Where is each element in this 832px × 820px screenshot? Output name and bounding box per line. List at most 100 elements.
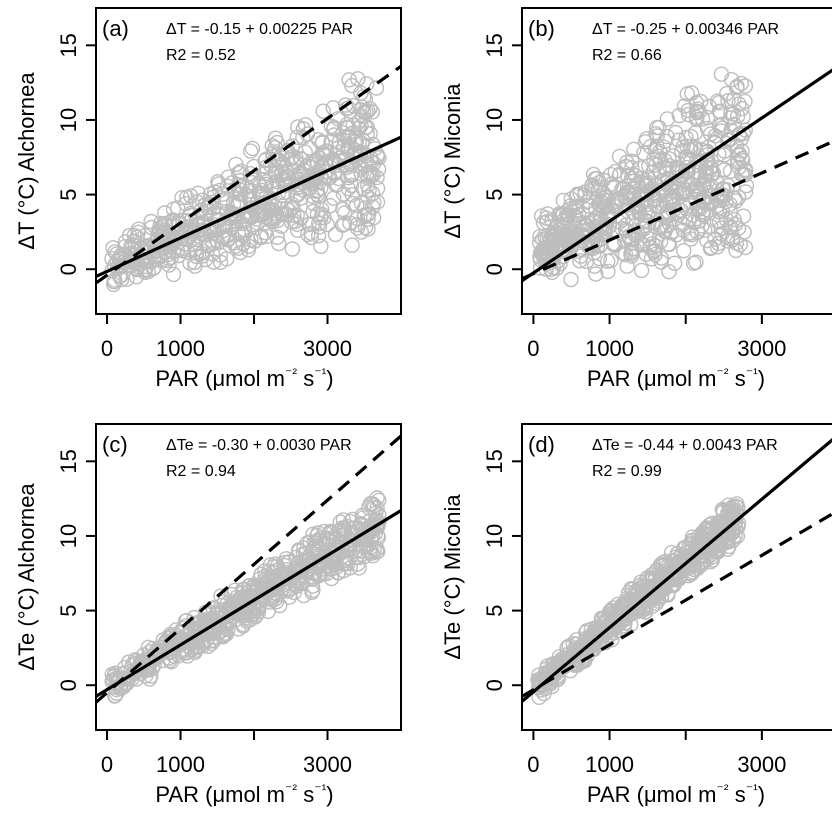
scatter-point <box>702 159 718 176</box>
scatter-point <box>558 653 574 669</box>
scatter-point <box>714 203 731 219</box>
scatter-point <box>315 103 331 119</box>
scatter-point <box>713 66 730 82</box>
scatter-point <box>330 110 346 127</box>
fit-line-solid <box>97 135 400 278</box>
scatter-point <box>244 606 261 622</box>
scatter-point <box>727 216 744 233</box>
scatter-point <box>637 204 653 221</box>
scatter-point <box>606 612 622 628</box>
y-tick-label: 10 <box>56 108 81 132</box>
scatter-point <box>263 210 279 227</box>
plot-area <box>523 438 832 705</box>
scatter-point <box>224 216 241 232</box>
scatter-point <box>175 212 191 229</box>
y-tick-label: 15 <box>56 449 81 473</box>
scatter-point <box>596 200 612 217</box>
x-tick-label: 1000 <box>156 336 205 361</box>
scatter-point <box>639 186 655 202</box>
scatter-point <box>593 610 610 626</box>
scatter-point <box>218 251 235 267</box>
scatter-point <box>653 579 670 596</box>
scatter-point <box>708 533 724 549</box>
scatter-point <box>731 127 748 143</box>
scatter-point <box>258 176 274 193</box>
scatter-point <box>733 75 749 92</box>
scatter-point <box>730 108 746 124</box>
scatter-point <box>322 197 338 214</box>
r2-label: R2 = 0.99 <box>592 463 662 480</box>
scatter-point <box>726 91 742 108</box>
scatter-point <box>197 251 214 268</box>
r2-label: R2 = 0.52 <box>166 47 236 64</box>
scatter-point <box>304 578 321 594</box>
scatter-point <box>531 689 547 705</box>
scatter-point <box>585 166 602 183</box>
scatter-point <box>241 594 258 611</box>
scatter-point <box>104 251 120 267</box>
scatter-point <box>214 186 231 202</box>
scatter-point <box>214 627 231 644</box>
x-tick-label: 3000 <box>303 752 352 777</box>
scatter-point <box>357 219 374 236</box>
scatter-point <box>573 232 589 249</box>
y-tick-label: 0 <box>56 263 81 275</box>
scatter-point <box>353 224 369 240</box>
y-tick-label: 10 <box>482 524 507 548</box>
scatter-point <box>616 605 632 621</box>
scatter-point <box>145 260 162 277</box>
scatter-point <box>607 163 623 180</box>
scatter-point <box>362 543 378 559</box>
scatter-point <box>703 195 719 212</box>
x-tick-label: 0 <box>527 336 539 361</box>
scatter-point <box>709 239 726 255</box>
scatter-point <box>665 148 682 164</box>
scatter-point <box>631 205 647 222</box>
scatter-point <box>720 93 736 109</box>
scatter-point <box>724 71 740 88</box>
scatter-point <box>737 239 754 256</box>
plot-frame <box>521 7 832 315</box>
y-tick-label: 5 <box>56 604 81 616</box>
scatter-point <box>369 169 385 186</box>
scatter-point <box>281 589 297 605</box>
scatter-point <box>638 227 654 244</box>
scatter-point <box>326 119 342 136</box>
scatter-point <box>671 107 687 124</box>
scatter-point <box>121 254 138 270</box>
y-tick-label: 15 <box>482 33 507 57</box>
scatter-point <box>660 206 676 223</box>
scatter-point <box>368 516 385 532</box>
scatter-point <box>577 640 593 656</box>
scatter-point <box>709 197 725 214</box>
scatter-point <box>660 561 676 577</box>
y-axis-title: ΔT (°C) Alchornea <box>14 72 39 250</box>
scatter-point <box>729 528 746 544</box>
scatter-point <box>327 226 344 243</box>
scatter-point <box>703 239 719 256</box>
scatter-point <box>356 209 373 225</box>
scatter-point <box>734 100 750 117</box>
scatter-point <box>664 225 680 241</box>
y-tick-label: 0 <box>482 263 507 275</box>
scatter-point <box>345 117 361 133</box>
scatter-point <box>141 671 158 687</box>
scatter-point <box>235 616 252 633</box>
scatter-point <box>361 182 377 198</box>
scatter-point <box>210 235 226 251</box>
scatter-point <box>344 511 361 527</box>
scatter-point <box>314 206 330 223</box>
scatter-point <box>709 93 726 109</box>
scatter-point <box>365 199 381 215</box>
x-tick-label: 1000 <box>156 752 205 777</box>
scatter-point <box>621 185 637 202</box>
scatter-point <box>737 78 754 94</box>
x-axis-title: PAR (μmol m⁻² s⁻¹) <box>155 781 333 807</box>
scatter-point <box>286 568 303 584</box>
scatter-point <box>646 244 662 260</box>
scatter-point <box>266 580 282 596</box>
scatter-point <box>675 139 691 155</box>
scatter-point <box>143 213 159 230</box>
scatter-point <box>365 548 381 564</box>
scatter-point <box>648 595 665 611</box>
